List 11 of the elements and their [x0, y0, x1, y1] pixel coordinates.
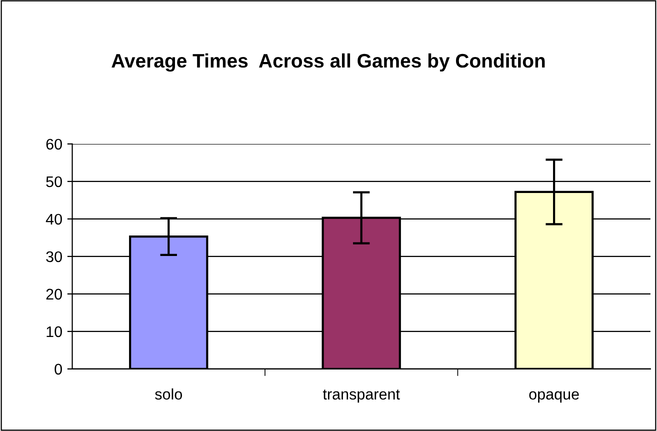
y-tick-label: 20 [46, 288, 62, 300]
y-tick-label: 30 [46, 251, 62, 262]
y-tick-label: 60 [46, 138, 62, 150]
y-tick-label: 50 [46, 176, 62, 188]
chart-title: Average Times Across all Games by Condition [112, 53, 545, 72]
y-tick-label: 10 [46, 326, 62, 338]
y-tick-label: 0 [54, 364, 62, 375]
x-tick-label: opaque [529, 391, 579, 403]
x-tick-label: transparent [322, 390, 400, 403]
y-tick-label: 40 [46, 214, 62, 225]
x-tick-label: solo [155, 388, 182, 400]
